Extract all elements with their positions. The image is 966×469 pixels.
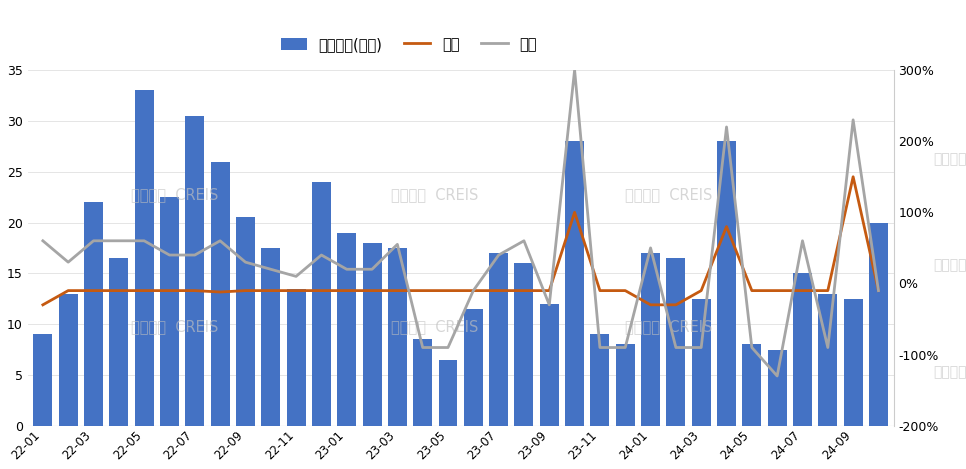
Text: 中指数据  CREIS: 中指数据 CREIS bbox=[625, 318, 712, 333]
Bar bbox=[34, 334, 52, 426]
Bar bbox=[615, 344, 635, 426]
Bar bbox=[818, 294, 838, 426]
Bar bbox=[768, 349, 786, 426]
Text: 中指数据: 中指数据 bbox=[933, 259, 966, 272]
Bar bbox=[869, 222, 888, 426]
Bar bbox=[641, 253, 660, 426]
Text: 中指数据: 中指数据 bbox=[933, 152, 966, 166]
Bar bbox=[793, 273, 812, 426]
Text: 中指数据  CREIS: 中指数据 CREIS bbox=[391, 318, 478, 333]
Bar bbox=[185, 116, 204, 426]
Bar bbox=[362, 243, 382, 426]
Bar bbox=[540, 304, 558, 426]
Bar bbox=[692, 299, 711, 426]
Bar bbox=[843, 299, 863, 426]
Bar bbox=[742, 344, 761, 426]
Bar bbox=[261, 248, 280, 426]
Bar bbox=[312, 182, 331, 426]
Bar bbox=[439, 360, 458, 426]
Bar bbox=[211, 161, 230, 426]
Text: 中指数据  CREIS: 中指数据 CREIS bbox=[391, 187, 478, 202]
Bar bbox=[84, 202, 103, 426]
Text: 中指数据  CREIS: 中指数据 CREIS bbox=[131, 318, 218, 333]
Legend: 销售面积(万㎡), 同比, 环比: 销售面积(万㎡), 同比, 环比 bbox=[274, 31, 543, 58]
Bar bbox=[236, 218, 255, 426]
Text: 中指数据  CREIS: 中指数据 CREIS bbox=[625, 187, 712, 202]
Bar bbox=[413, 340, 432, 426]
Bar bbox=[109, 258, 128, 426]
Bar bbox=[160, 197, 179, 426]
Bar bbox=[59, 294, 77, 426]
Bar bbox=[515, 263, 533, 426]
Text: 中指数据  CREIS: 中指数据 CREIS bbox=[131, 187, 218, 202]
Bar bbox=[489, 253, 508, 426]
Bar bbox=[337, 233, 356, 426]
Bar bbox=[388, 248, 407, 426]
Bar bbox=[464, 309, 483, 426]
Bar bbox=[565, 141, 584, 426]
Bar bbox=[287, 288, 305, 426]
Bar bbox=[134, 91, 154, 426]
Bar bbox=[590, 334, 610, 426]
Text: 中指数据: 中指数据 bbox=[933, 365, 966, 379]
Bar bbox=[667, 258, 686, 426]
Bar bbox=[717, 141, 736, 426]
